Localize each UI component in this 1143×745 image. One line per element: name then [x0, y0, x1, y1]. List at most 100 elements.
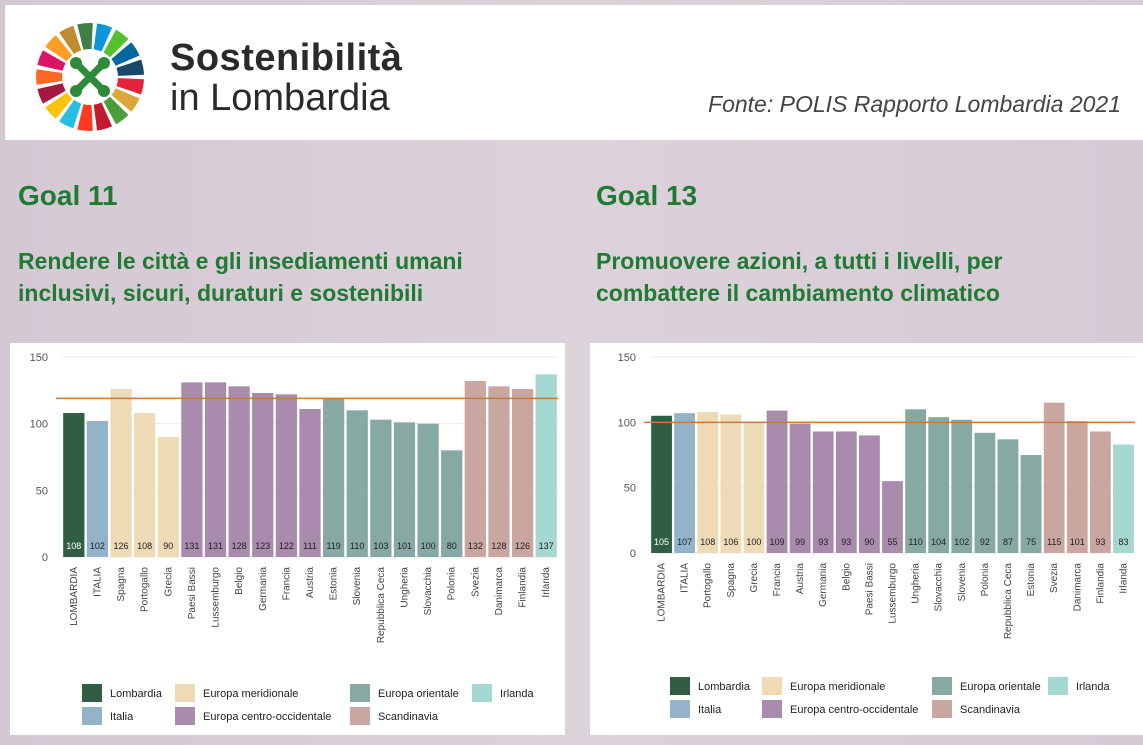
- x-tick-label: LOMBARDIA: [69, 567, 80, 626]
- value-label: 111: [303, 541, 317, 551]
- legend-swatch: [350, 707, 370, 725]
- bar: [859, 435, 880, 553]
- bar: [651, 415, 672, 553]
- legend-swatch: [670, 700, 690, 718]
- logo-segment: [116, 78, 144, 95]
- bar: [1066, 421, 1088, 553]
- legend-swatch: [82, 684, 102, 702]
- bar: [110, 389, 132, 557]
- x-tick-label: Ungheria: [911, 563, 922, 604]
- logo-segment: [111, 42, 140, 66]
- y-tick-label: 0: [42, 552, 48, 564]
- value-label: 108: [137, 541, 152, 551]
- subtitle-line: combattere il cambiamento climatico: [596, 280, 1000, 306]
- x-tick-label: Paesi Bassi: [187, 567, 198, 619]
- x-tick-label: Danimarca: [1072, 563, 1083, 612]
- value-label: 93: [1095, 537, 1105, 547]
- logo-segment: [45, 35, 73, 62]
- value-label: 90: [864, 537, 874, 547]
- bar: [882, 481, 903, 553]
- logo-dot: [70, 85, 82, 97]
- x-tick-label: Estonia: [329, 567, 340, 601]
- value-label: 87: [1003, 537, 1013, 547]
- bar: [228, 386, 250, 557]
- bar: [181, 382, 203, 557]
- bar: [252, 393, 274, 557]
- goal-subtitle: Rendere le città e gli insediamenti uman…: [18, 245, 463, 309]
- value-label: 108: [700, 537, 715, 547]
- legend-label: Irlanda: [1076, 681, 1111, 693]
- goal-subtitle: Promuovere azioni, a tutti i livelli, pe…: [596, 245, 1002, 309]
- x-tick-label: Svezia: [470, 567, 481, 597]
- brand-line: in Lombardia: [170, 77, 390, 119]
- chart: 0 50 100 150 105 LOMBARDIA 107 ITALIA 108 Portoga…: [618, 352, 1135, 718]
- subtitle-line: inclusivi, sicuri, duraturi e sostenibil…: [18, 280, 424, 306]
- logo-segment: [116, 59, 144, 76]
- value-label: 103: [373, 541, 388, 551]
- goal-title: Goal 13: [596, 180, 698, 211]
- x-tick-label: Spagna: [116, 567, 127, 602]
- x-tick-label: Irlanda: [1118, 563, 1129, 594]
- y-tick-label: 150: [618, 352, 636, 364]
- legend-swatch: [175, 707, 195, 725]
- value-label: 115: [1047, 537, 1061, 547]
- header: Sostenibilità in Lombardia Fonte: POLIS …: [5, 5, 1143, 140]
- bar: [511, 389, 534, 557]
- x-tick-label: Portogallo: [703, 563, 714, 608]
- bar: [417, 423, 439, 557]
- y-tick-label: 50: [624, 483, 636, 495]
- value-label: 100: [746, 537, 761, 547]
- x-tick-label: Finlandia: [518, 567, 529, 608]
- value-label: 108: [66, 541, 81, 551]
- legend-label: Irlanda: [500, 688, 535, 700]
- logo-segment: [111, 88, 140, 112]
- value-label: 106: [723, 537, 738, 547]
- x-tick-label: LOMBARDIA: [657, 563, 668, 622]
- bar: [743, 422, 765, 553]
- goal-title: Goal 11: [18, 180, 118, 211]
- legend-swatch: [472, 684, 492, 702]
- x-tick-label: Lussemburgo: [888, 563, 899, 624]
- bar: [951, 419, 973, 553]
- logo-segment: [77, 104, 93, 131]
- x-tick-label: Slovacchia: [934, 563, 945, 612]
- x-tick-label: Portogallo: [140, 567, 151, 612]
- legend-swatch: [1048, 677, 1068, 695]
- x-tick-label: Irlanda: [541, 567, 552, 598]
- legend-label: Europa orientale: [960, 681, 1041, 693]
- chart-panel: 0 50 100 150 105 LOMBARDIA 107 ITALIA 108 Portoga…: [590, 343, 1143, 735]
- x-tick-label: Polonia: [447, 567, 458, 601]
- logo-dot: [98, 85, 110, 97]
- logo-mark: [74, 61, 106, 93]
- bar: [928, 417, 950, 553]
- value-label: 131: [184, 541, 199, 551]
- bar: [766, 410, 788, 553]
- logo-dot: [70, 57, 82, 69]
- x-tick-label: Polonia: [980, 563, 991, 597]
- y-tick-label: 50: [36, 485, 48, 497]
- value-label: 105: [654, 537, 669, 547]
- value-label: 90: [163, 541, 173, 551]
- x-tick-label: Spagna: [726, 563, 737, 598]
- value-label: 80: [447, 541, 457, 551]
- legend-swatch: [350, 684, 370, 702]
- bar: [835, 431, 857, 553]
- bar: [1043, 402, 1065, 553]
- value-label: 100: [421, 541, 436, 551]
- legend-swatch: [82, 707, 102, 725]
- bar: [346, 410, 368, 557]
- legend-label: Lombardia: [698, 681, 751, 693]
- value-label: 104: [931, 537, 946, 547]
- y-tick-label: 150: [30, 352, 48, 364]
- bar: [441, 450, 463, 557]
- chart: 0 50 100 150 108 LOMBARDIA 102 ITALIA 126 Spagna 1…: [30, 352, 558, 725]
- bar: [812, 431, 834, 553]
- bar: [488, 386, 510, 557]
- value-label: 123: [255, 541, 270, 551]
- legend-label: Scandinavia: [960, 704, 1021, 716]
- logo-segment: [59, 100, 82, 129]
- x-tick-label: Austria: [305, 567, 316, 599]
- chart-panel: 0 50 100 150 108 LOMBARDIA 102 ITALIA 126 Spagna 1…: [10, 343, 565, 735]
- x-tick-label: Belgio: [841, 563, 852, 591]
